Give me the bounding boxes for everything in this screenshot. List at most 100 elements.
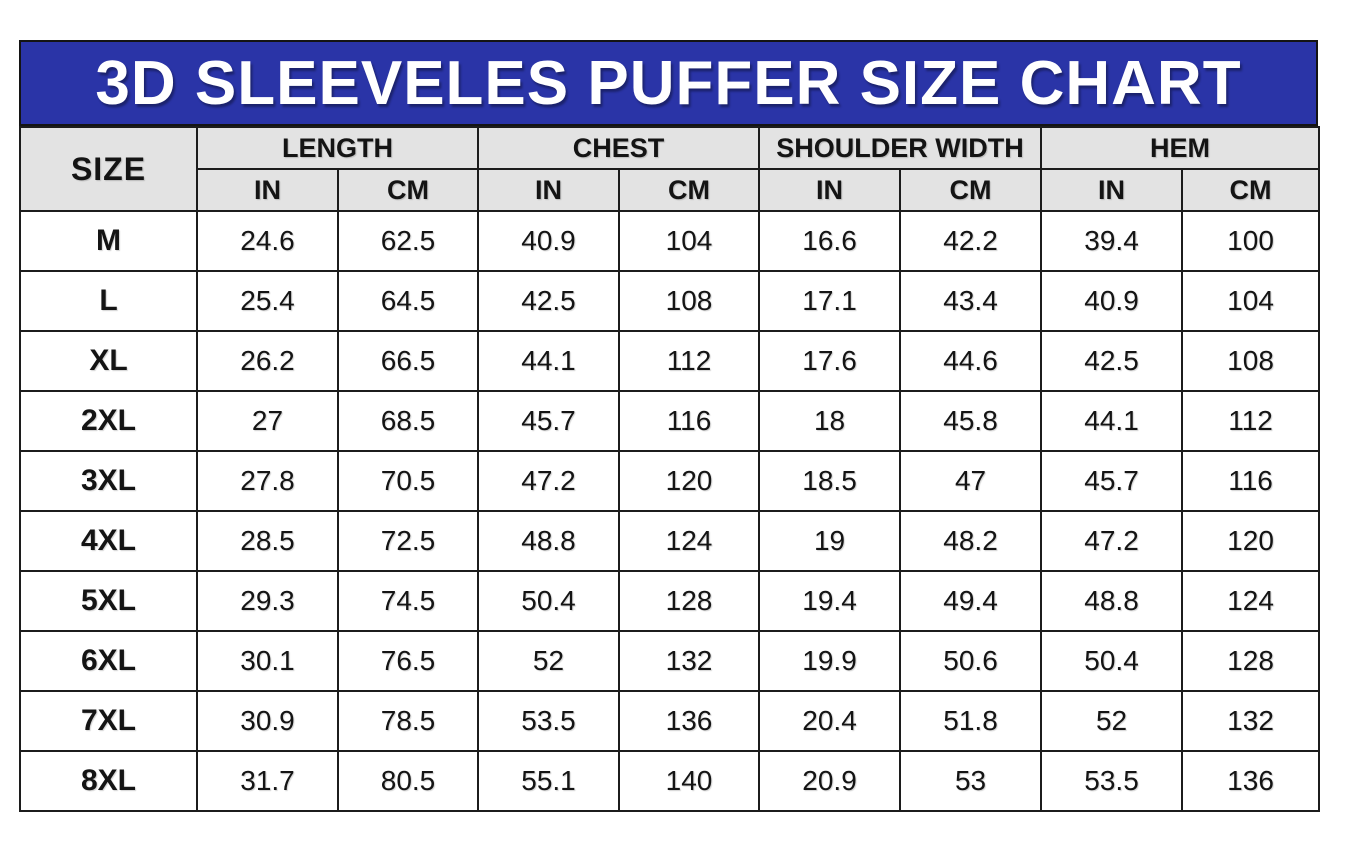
table-cell: 53.5: [477, 690, 620, 752]
table-cell: 128: [617, 570, 761, 632]
table-header: SIZE LENGTH CHEST SHOULDER WIDTH HEM IN C…: [19, 126, 1321, 212]
table-cell: 51.8: [899, 690, 1043, 752]
table-cell: 140: [617, 750, 761, 812]
table-cell: 40.9: [1040, 270, 1184, 332]
table-cell: 40.9: [477, 210, 620, 272]
table-cell: 120: [617, 450, 761, 512]
table-cell: 50.4: [1040, 630, 1184, 692]
column-header-unit: IN: [477, 168, 620, 212]
table-cell: 52: [477, 630, 620, 692]
table-row: 8XL 31.7 80.5 55.1 140 20.9 53 53.5 136: [19, 750, 1321, 812]
table-cell: 43.4: [899, 270, 1043, 332]
table-cell: 49.4: [899, 570, 1043, 632]
row-size-label: 4XL: [19, 510, 198, 572]
table-cell: 74.5: [337, 570, 479, 632]
row-size-label: 3XL: [19, 450, 198, 512]
table-cell: 26.2: [196, 330, 339, 392]
column-header-unit: CM: [337, 168, 479, 212]
table-cell: 52: [1040, 690, 1184, 752]
table-cell: 50.4: [477, 570, 620, 632]
column-header-size: SIZE: [19, 126, 198, 212]
table-cell: 47.2: [477, 450, 620, 512]
table-body: M 24.6 62.5 40.9 104 16.6 42.2 39.4 100 L 25.4 64.5…: [19, 210, 1321, 812]
table-cell: 66.5: [337, 330, 479, 392]
table-cell: 47.2: [1040, 510, 1184, 572]
table-cell: 17.1: [758, 270, 902, 332]
table-cell: 45.7: [1040, 450, 1184, 512]
table-cell: 104: [1181, 270, 1321, 332]
table-cell: 44.6: [899, 330, 1043, 392]
table-cell: 116: [617, 390, 761, 452]
table-row: 6XL 30.1 76.5 52 132 19.9 50.6 50.4 128: [19, 630, 1321, 692]
row-size-label: 7XL: [19, 690, 198, 752]
table-cell: 78.5: [337, 690, 479, 752]
table-cell: 48.8: [1040, 570, 1184, 632]
column-group-chest: CHEST: [476, 126, 761, 170]
row-size-label: L: [19, 270, 198, 332]
table-cell: 120: [1181, 510, 1321, 572]
table-row: M 24.6 62.5 40.9 104 16.6 42.2 39.4 100: [19, 210, 1321, 272]
table-cell: 47: [899, 450, 1043, 512]
row-size-label: 8XL: [19, 750, 198, 812]
table-cell: 19.4: [758, 570, 902, 632]
row-size-label: M: [19, 210, 198, 272]
table-cell: 136: [617, 690, 761, 752]
table-row: 7XL 30.9 78.5 53.5 136 20.4 51.8 52 132: [19, 690, 1321, 752]
table-cell: 30.1: [196, 630, 339, 692]
table-cell: 25.4: [196, 270, 339, 332]
table-cell: 48.8: [477, 510, 620, 572]
table-cell: 18: [758, 390, 902, 452]
table-cell: 104: [617, 210, 761, 272]
table-cell: 50.6: [899, 630, 1043, 692]
table-cell: 124: [617, 510, 761, 572]
table-cell: 68.5: [337, 390, 479, 452]
column-group-length: LENGTH: [196, 126, 479, 170]
table-cell: 28.5: [196, 510, 339, 572]
column-header-unit: IN: [196, 168, 339, 212]
table-cell: 18.5: [758, 450, 902, 512]
size-chart-table: SIZE LENGTH CHEST SHOULDER WIDTH HEM IN C…: [19, 126, 1321, 812]
row-size-label: 5XL: [19, 570, 198, 632]
table-cell: 116: [1181, 450, 1321, 512]
table-cell: 44.1: [1040, 390, 1184, 452]
table-cell: 70.5: [337, 450, 479, 512]
table-row: 4XL 28.5 72.5 48.8 124 19 48.2 47.2 120: [19, 510, 1321, 572]
table-cell: 19.9: [758, 630, 902, 692]
table-row: 2XL 27 68.5 45.7 116 18 45.8 44.1 112: [19, 390, 1321, 452]
column-group-shoulder-width: SHOULDER WIDTH: [758, 126, 1043, 170]
table-cell: 128: [1181, 630, 1321, 692]
table-cell: 39.4: [1040, 210, 1184, 272]
table-cell: 80.5: [337, 750, 479, 812]
table-row: 5XL 29.3 74.5 50.4 128 19.4 49.4 48.8 124: [19, 570, 1321, 632]
table-cell: 100: [1181, 210, 1321, 272]
table-row: L 25.4 64.5 42.5 108 17.1 43.4 40.9 104: [19, 270, 1321, 332]
group-header-row: SIZE LENGTH CHEST SHOULDER WIDTH HEM: [19, 126, 1321, 212]
table-cell: 16.6: [758, 210, 902, 272]
table-row: XL 26.2 66.5 44.1 112 17.6 44.6 42.5 108: [19, 330, 1321, 392]
row-size-label: XL: [19, 330, 198, 392]
column-header-unit: IN: [1040, 168, 1184, 212]
table-cell: 29.3: [196, 570, 339, 632]
page-title: 3D SLEEVELES PUFFER SIZE CHART: [95, 48, 1242, 118]
table-cell: 136: [1181, 750, 1321, 812]
table-cell: 42.5: [1040, 330, 1184, 392]
column-header-unit: CM: [1181, 168, 1321, 212]
table-cell: 132: [1181, 690, 1321, 752]
table-cell: 42.5: [477, 270, 620, 332]
table-cell: 30.9: [196, 690, 339, 752]
table-cell: 48.2: [899, 510, 1043, 572]
table-cell: 31.7: [196, 750, 339, 812]
table-cell: 53.5: [1040, 750, 1184, 812]
table-cell: 108: [1181, 330, 1321, 392]
table-cell: 20.9: [758, 750, 902, 812]
table-cell: 44.1: [477, 330, 620, 392]
chart-title-banner: 3D SLEEVELES PUFFER SIZE CHART: [19, 40, 1318, 126]
column-header-unit: CM: [617, 168, 761, 212]
table-cell: 112: [1181, 390, 1321, 452]
table-cell: 27: [196, 390, 339, 452]
row-size-label: 6XL: [19, 630, 198, 692]
table-cell: 53: [899, 750, 1043, 812]
table-cell: 24.6: [196, 210, 339, 272]
table-cell: 62.5: [337, 210, 479, 272]
